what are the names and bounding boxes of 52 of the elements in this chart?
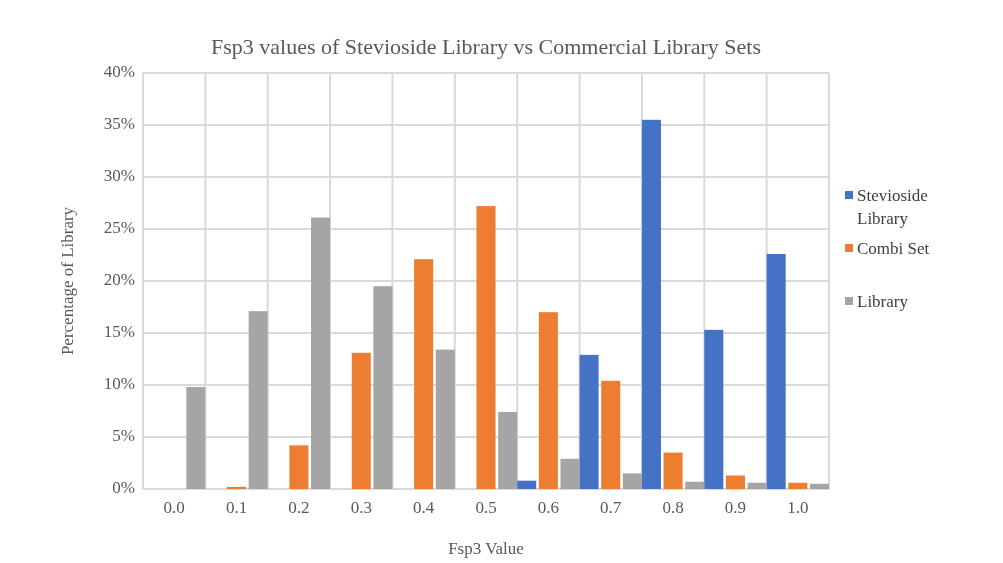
x-tick-label: 0.4 <box>413 498 435 517</box>
bar <box>289 445 309 489</box>
bar <box>186 387 206 489</box>
legend-label: Library <box>857 291 909 311</box>
x-tick-label: 0.3 <box>350 498 372 517</box>
y-tick-label: 5% <box>112 425 135 445</box>
bar <box>538 312 558 489</box>
bar <box>685 481 705 489</box>
bar <box>663 452 683 489</box>
y-tick-label: 25% <box>103 217 135 237</box>
y-tick-label: 0% <box>112 477 135 497</box>
y-tick-label: 15% <box>103 321 135 341</box>
y-tick-label: 20% <box>103 269 135 289</box>
bar <box>517 480 537 489</box>
x-tick-label: 0.8 <box>662 498 684 517</box>
x-tick-label: 0.7 <box>600 498 622 517</box>
bar <box>248 311 268 489</box>
y-tick-label: 40% <box>103 61 135 81</box>
x-tick-label: 0.5 <box>475 498 497 517</box>
x-tick-label: 0.0 <box>163 498 185 517</box>
y-axis-title: Percentage of Library <box>58 206 77 356</box>
bar <box>641 119 661 489</box>
bar <box>747 482 767 489</box>
bar <box>601 380 621 489</box>
bar <box>373 286 393 489</box>
legend-label: Stevioside Library <box>857 185 928 228</box>
bar <box>622 473 642 489</box>
x-axis-title: Fsp3 Value <box>448 539 524 558</box>
chart-title: Fsp3 values of Stevioside Library vs Commercial Library Sets <box>211 34 761 59</box>
bar <box>560 458 580 489</box>
legend-label: Combi Set <box>857 238 930 258</box>
bar <box>476 206 496 489</box>
bar <box>351 352 371 489</box>
bar <box>414 259 434 489</box>
x-tick-label: 0.1 <box>225 498 248 517</box>
bar <box>788 482 808 489</box>
x-tick-label: 1.0 <box>787 498 809 517</box>
bar <box>766 253 786 489</box>
y-tick-label: 35% <box>103 113 135 133</box>
bar <box>227 486 247 489</box>
x-tick-label: 0.9 <box>724 498 747 517</box>
bar <box>809 483 829 489</box>
bar <box>435 349 455 489</box>
x-tick-label: 0.2 <box>288 498 310 517</box>
bar <box>579 354 599 489</box>
bar <box>311 217 331 489</box>
y-tick-label: 10% <box>103 373 135 393</box>
y-tick-label: 30% <box>103 165 135 185</box>
x-tick-label: 0.6 <box>537 498 559 517</box>
bar <box>725 475 745 489</box>
bar <box>704 329 724 489</box>
bar <box>498 412 518 489</box>
